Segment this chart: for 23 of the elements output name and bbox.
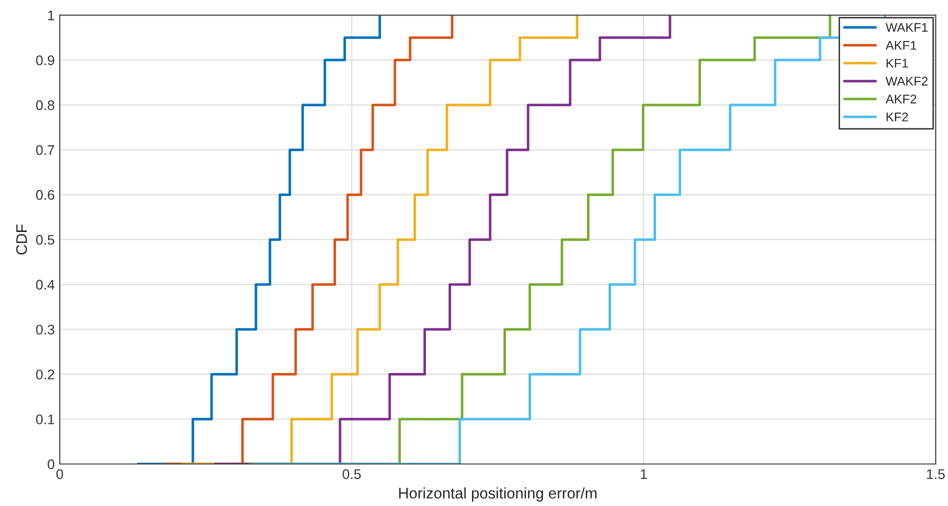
y-tick-label: 0.1 bbox=[36, 414, 54, 424]
y-axis-title: CDF bbox=[16, 224, 27, 255]
y-tick-label: 0.9 bbox=[36, 55, 54, 66]
x-tick-label: 1 bbox=[640, 469, 647, 479]
y-tick-label: 0.6 bbox=[36, 190, 54, 200]
y-tick-label: 0.2 bbox=[36, 370, 54, 380]
legend-label: KF2 bbox=[886, 112, 908, 122]
x-tick-label: 1.5 bbox=[927, 469, 945, 480]
y-tick-label: 1 bbox=[48, 10, 54, 20]
legend-label: AKF1 bbox=[886, 41, 916, 50]
y-tick-label: 0 bbox=[48, 459, 54, 470]
y-tick-label: 0.8 bbox=[36, 100, 54, 110]
x-tick-label: 0 bbox=[56, 469, 64, 480]
x-axis-title: Horizontal positioning error/m bbox=[399, 487, 596, 502]
y-tick-label: 0.3 bbox=[36, 324, 54, 335]
y-tick-label: 0.5 bbox=[36, 234, 54, 245]
legend-label: KF1 bbox=[886, 58, 908, 68]
legend-label: AKF2 bbox=[886, 94, 916, 104]
x-tick-label: 0.5 bbox=[342, 469, 361, 480]
y-tick-label: 0.4 bbox=[36, 280, 54, 290]
legend-label: WAKF1 bbox=[886, 23, 928, 32]
y-tick-label: 0.7 bbox=[36, 145, 54, 155]
legend-label: WAKF2 bbox=[886, 76, 928, 86]
